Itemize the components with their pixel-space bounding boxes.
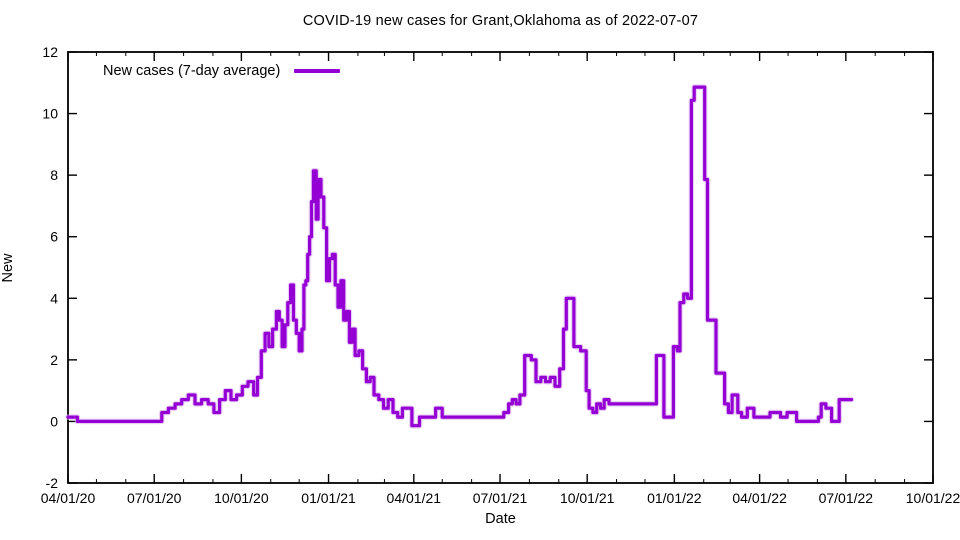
x-tick-label: 01/01/21 [301,490,356,506]
legend-label: New cases (7-day average) [103,63,281,79]
x-tick-label: 04/01/20 [41,490,96,506]
y-tick-label: 12 [42,44,58,60]
y-tick-label: 2 [50,352,58,368]
y-tick-label: 8 [50,167,58,183]
chart-title: COVID-19 new cases for Grant,Oklahoma as… [302,13,699,29]
x-tick-label: 10/01/20 [214,490,269,506]
plot-border [67,51,934,484]
x-tick-label: 01/01/22 [647,490,702,506]
series-line [66,85,854,428]
y-tick-label: 4 [50,290,58,306]
x-axis-label: Date [485,511,516,527]
legend-line-swatch [294,69,341,73]
x-tick-label: 10/01/21 [560,490,615,506]
y-tick-label: 0 [50,413,58,429]
series-line-halo [65,84,855,429]
x-tick-label: 07/01/21 [473,490,528,506]
y-tick-label: -2 [46,475,59,491]
x-tick-label: 10/01/22 [906,490,960,506]
y-tick-label: 6 [50,229,58,245]
y-tick-label: 10 [42,106,58,122]
x-tick-label: 07/01/22 [819,490,874,506]
legend: New cases (7-day average) [103,63,341,79]
x-tick-label: 07/01/20 [127,490,182,506]
x-tick-label: 04/01/21 [387,490,442,506]
x-tick-label: 04/01/22 [732,490,787,506]
y-axis-label: New [0,253,16,283]
